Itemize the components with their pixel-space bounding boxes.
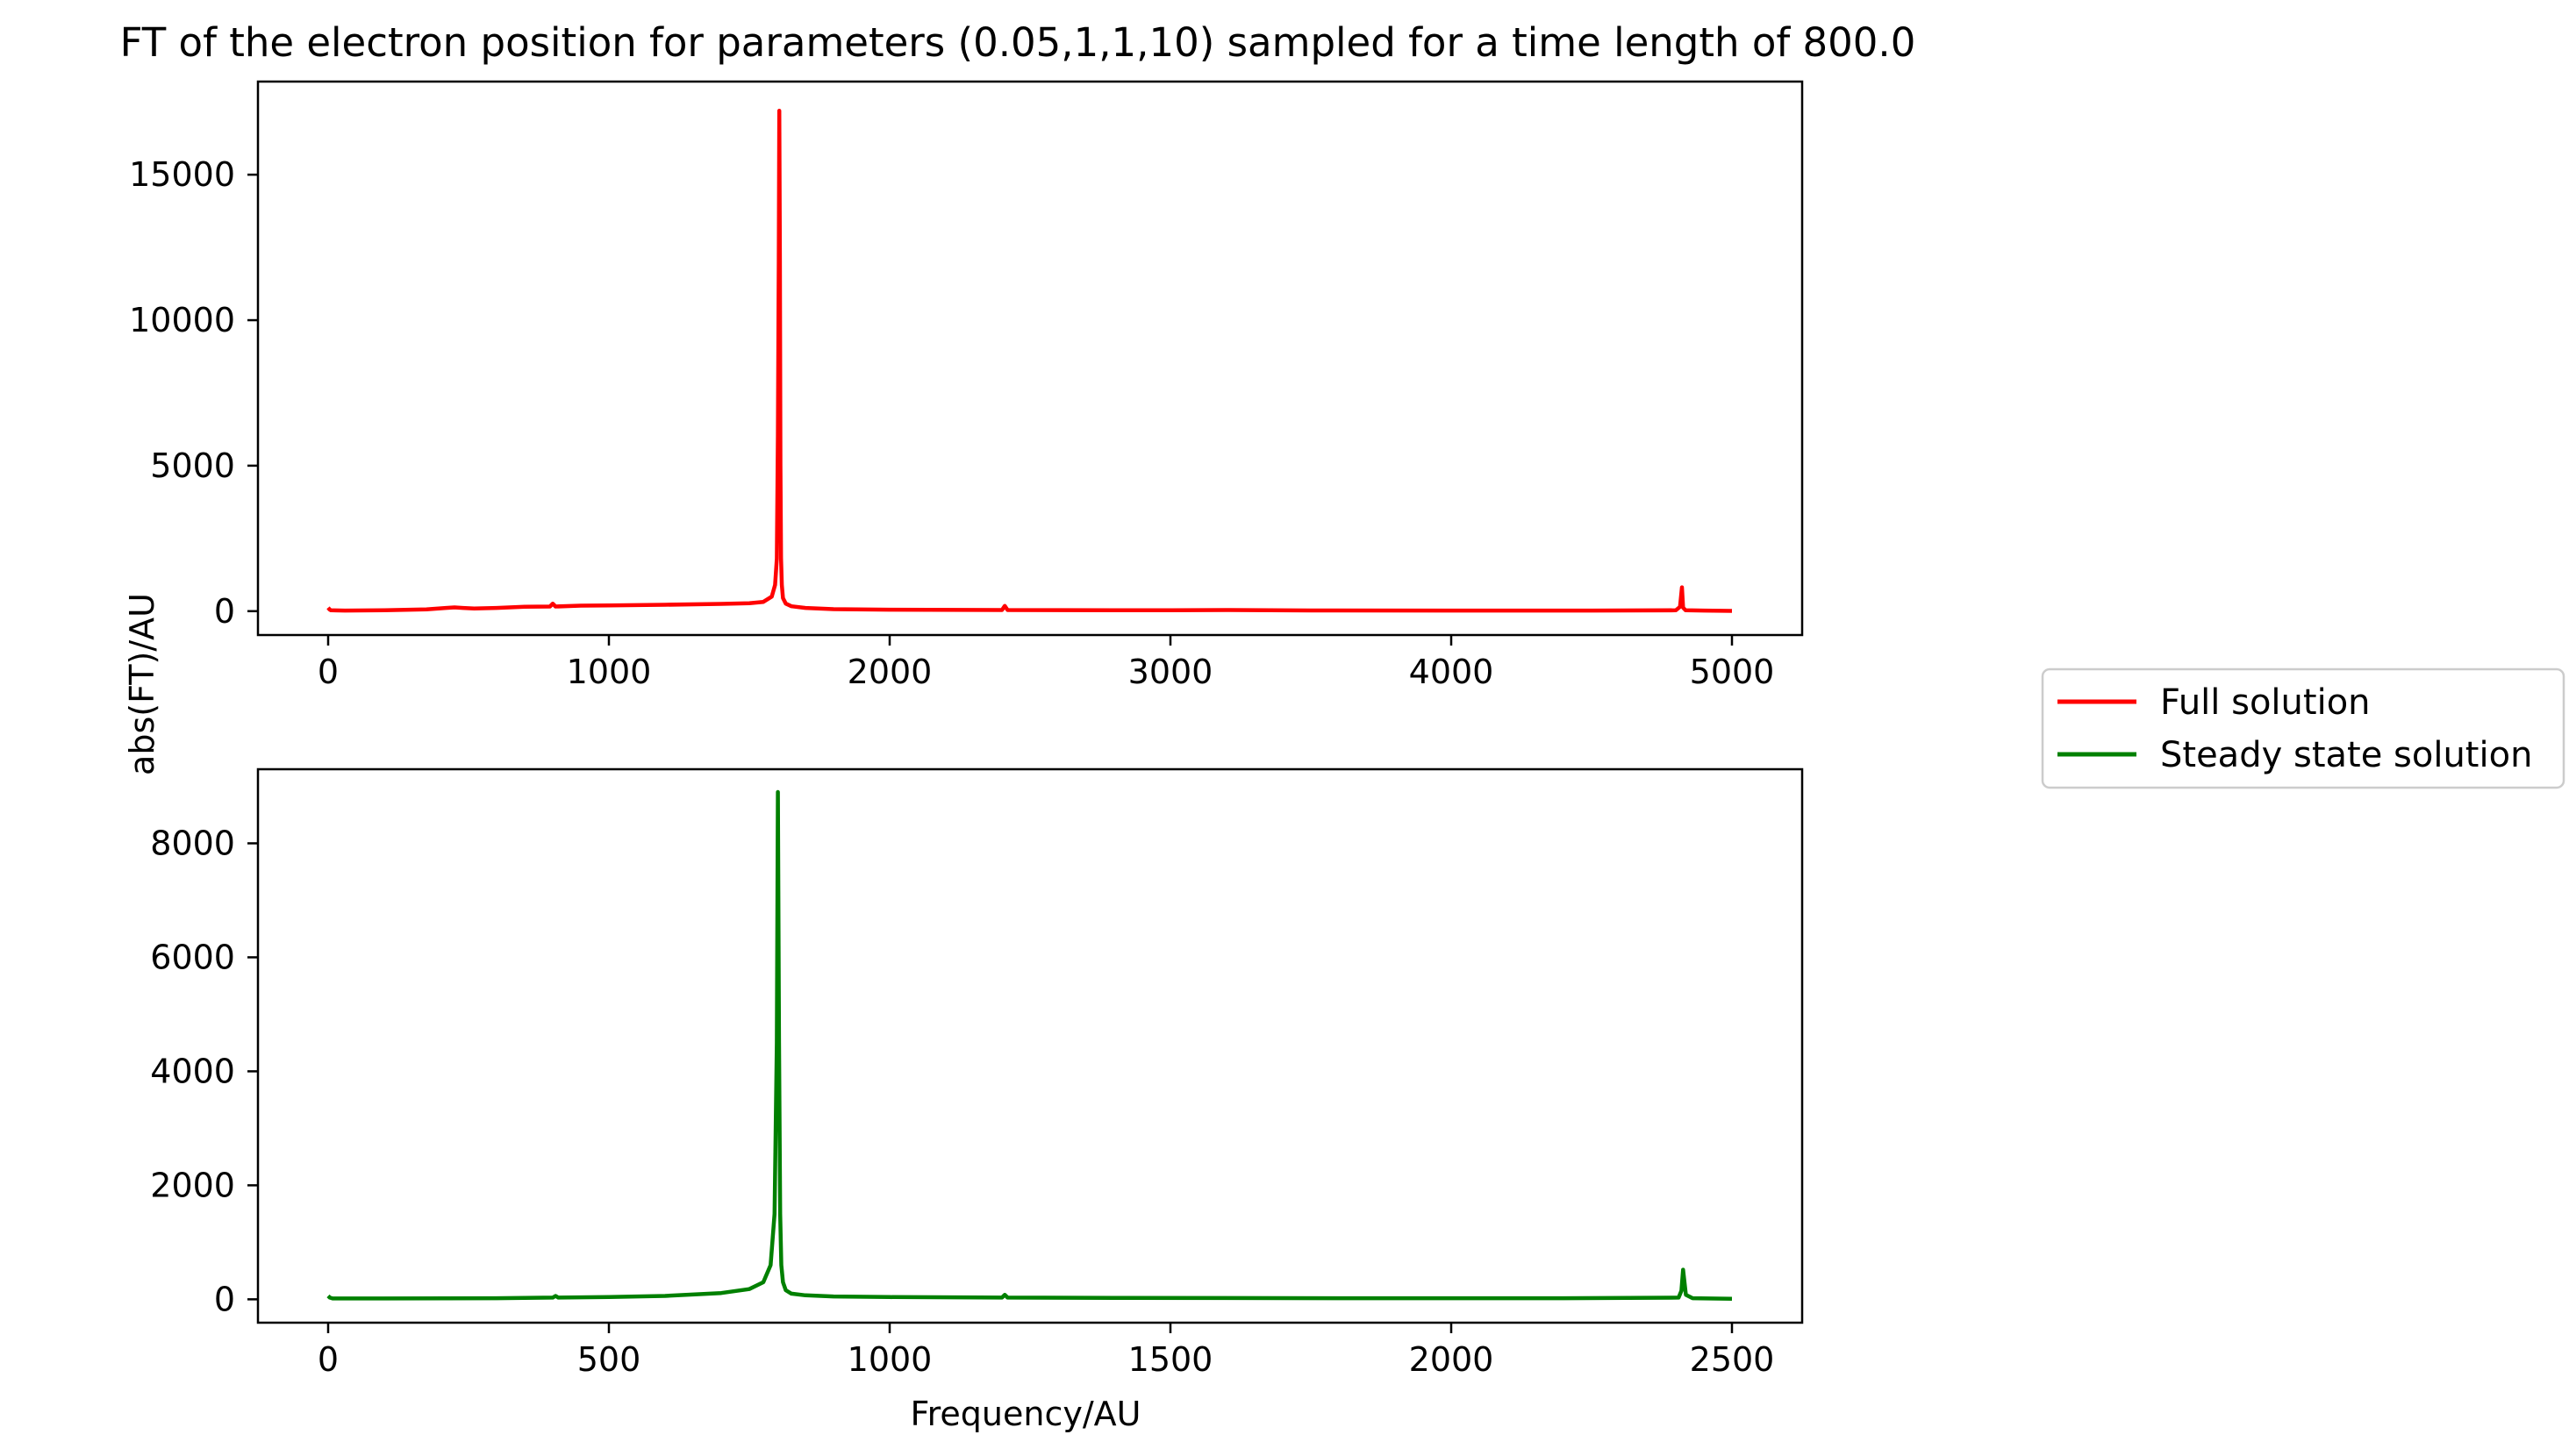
bottom-panel-steady-state: 0 500 1000 1500 2000 2500 0 2000 4000 6000 8000 — [150, 767, 1804, 1379]
y-tick-label: 6000 — [150, 938, 235, 976]
y-tick-label: 8000 — [150, 824, 235, 862]
y-tick-label: 10000 — [129, 301, 235, 339]
x-tick-label: 0 — [318, 1340, 339, 1379]
legend-label-steady-state: Steady state solution — [2160, 735, 2532, 775]
legend-label-full-solution: Full solution — [2160, 682, 2371, 723]
x-tick-label: 500 — [577, 1340, 641, 1379]
plot-frame — [256, 767, 1804, 1324]
x-tick-label: 1000 — [567, 653, 652, 691]
plot-frame — [256, 80, 1804, 637]
top-panel-full-solution: 0 1000 2000 3000 4000 5000 0 5000 10000 15000 — [129, 80, 1804, 691]
y-tick-label: 4000 — [150, 1052, 235, 1090]
y-tick-label: 5000 — [150, 446, 235, 485]
x-tick-label: 0 — [318, 653, 339, 691]
x-tick-label: 4000 — [1409, 653, 1494, 691]
legend-frame — [2041, 667, 2565, 789]
y-tick-label: 0 — [214, 1280, 235, 1318]
y-tick-label: 15000 — [129, 155, 235, 194]
x-tick-label: 5000 — [1690, 653, 1775, 691]
y-tick-label: 0 — [214, 592, 235, 631]
x-axis-label: Frequency/AU — [911, 1395, 1141, 1433]
x-tick-label: 2000 — [848, 653, 933, 691]
x-tick-label: 2500 — [1690, 1340, 1775, 1379]
chart-title: FT of the electron position for paramete… — [120, 19, 1916, 66]
series-line-full-solution — [326, 108, 1733, 613]
series-line-steady-state — [326, 789, 1733, 1301]
legend: Full solution Steady state solution — [2041, 667, 2565, 789]
y-axis-label: abs(FT)/AU — [123, 593, 161, 775]
x-tick-label: 1000 — [848, 1340, 933, 1379]
x-tick-label: 2000 — [1409, 1340, 1494, 1379]
x-tick-label: 3000 — [1128, 653, 1213, 691]
x-tick-label: 1500 — [1128, 1340, 1213, 1379]
y-tick-label: 2000 — [150, 1166, 235, 1204]
